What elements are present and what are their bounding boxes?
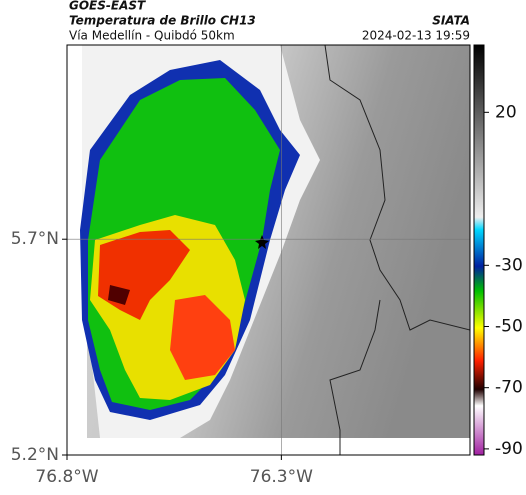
colorbar-label: -30 xyxy=(495,255,523,275)
x-tick-label: 76.8°W xyxy=(35,467,98,487)
agency: SIATA xyxy=(432,14,470,28)
colorbar xyxy=(473,44,485,456)
colorbar-label: -50 xyxy=(495,316,523,336)
colorbar-label: 20 xyxy=(495,102,517,122)
source-title: GOES-EAST xyxy=(69,0,146,13)
route-title: Vía Medellín - Quibdó 50km xyxy=(69,29,235,43)
colorbar-label: -70 xyxy=(495,378,523,398)
location-marker xyxy=(255,235,269,249)
timestamp: 2024-02-13 19:59 xyxy=(362,29,470,43)
colorbar-label: -90 xyxy=(495,439,523,459)
x-tick-label: 76.3°W xyxy=(250,467,313,487)
map-frame xyxy=(66,44,471,456)
satellite-image xyxy=(67,45,470,455)
product-title: Temperatura de Brillo CH13 xyxy=(69,14,256,28)
y-tick-label: 5.2°N xyxy=(11,445,59,465)
y-tick-label: 5.7°N xyxy=(11,229,59,249)
